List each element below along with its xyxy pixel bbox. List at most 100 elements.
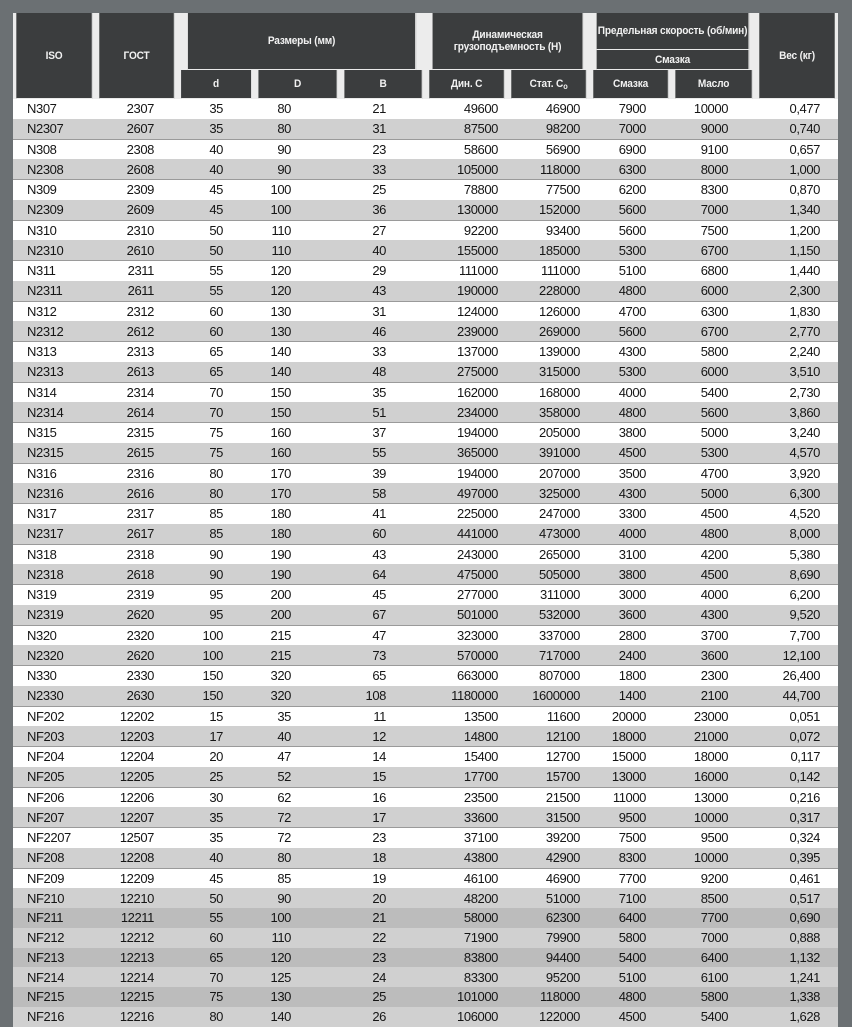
cell-gost: 12202 [96, 705, 178, 727]
cell-oil-speed: 4500 [672, 503, 757, 524]
cell-gost: 2312 [96, 300, 178, 322]
cell-weight: 1,340 [756, 199, 839, 220]
cell-gost: 2614 [96, 402, 178, 422]
cell-dynamic-load: 111000 [426, 260, 509, 281]
cell-weight: 0,117 [756, 746, 839, 767]
cell-gost: 12209 [96, 867, 178, 889]
cell-weight: 3,240 [756, 422, 839, 443]
table-row: NF216 12216 80 140 26 106000 122000 4500 5400 1,6… [13, 1006, 839, 1027]
cell-width: 33 [341, 159, 427, 179]
cell-grease-speed: 7700 [590, 867, 673, 889]
cell-outer-d: 90 [255, 159, 341, 179]
cell-grease-speed: 3500 [590, 462, 673, 484]
cell-weight: 8,000 [756, 523, 839, 544]
table-row: NF205 12205 25 52 15 17700 15700 13000 16000 0,14… [13, 766, 839, 787]
cell-iso: N308 [13, 138, 96, 160]
cell-dynamic-load: 497000 [426, 483, 509, 503]
cell-static-load: 56900 [508, 138, 591, 160]
cell-dynamic-load: 48200 [426, 888, 509, 908]
cell-weight: 26,400 [756, 665, 839, 686]
cell-static-load: 1600000 [508, 685, 591, 706]
table-row: N2318 2618 90 190 64 475000 505000 3800 4500 8,69… [13, 564, 839, 584]
cell-width: 39 [341, 462, 427, 484]
cell-grease-speed: 3000 [590, 584, 673, 605]
cell-d: 17 [178, 726, 255, 746]
cell-width: 20 [341, 888, 427, 908]
cell-static-load: 95200 [508, 967, 591, 987]
cell-dynamic-load: 46100 [426, 867, 509, 889]
cell-oil-speed: 8300 [672, 179, 757, 200]
cell-static-load: 311000 [508, 584, 591, 605]
cell-iso: NF208 [13, 847, 96, 868]
cell-oil-speed: 6000 [672, 280, 757, 301]
cell-dynamic-load: 37100 [426, 827, 509, 848]
cell-iso: NF2207 [13, 827, 96, 848]
cell-outer-d: 150 [255, 402, 341, 422]
header-static-label: Стат. C [529, 77, 564, 90]
cell-dynamic-load: 243000 [426, 543, 509, 565]
cell-outer-d: 200 [255, 604, 341, 625]
cell-static-load: 42900 [508, 847, 591, 868]
cell-outer-d: 110 [255, 240, 341, 260]
cell-oil-speed: 4700 [672, 462, 757, 484]
cell-outer-d: 125 [255, 967, 341, 987]
cell-static-load: 46900 [508, 867, 591, 889]
cell-oil-speed: 5300 [672, 442, 757, 463]
table-row: N309 2309 45 100 25 78800 77500 6200 8300 0,870 [13, 179, 839, 200]
cell-d: 90 [178, 543, 255, 565]
cell-iso: NF213 [13, 947, 96, 968]
cell-d: 70 [178, 967, 255, 987]
cell-d: 30 [178, 786, 255, 808]
cell-weight: 44,700 [756, 685, 839, 706]
cell-d: 150 [178, 685, 255, 706]
cell-dynamic-load: 130000 [426, 199, 509, 220]
cell-grease-speed: 4500 [590, 1006, 673, 1027]
cell-dynamic-load: 239000 [426, 321, 509, 341]
cell-width: 73 [341, 645, 427, 665]
cell-grease-speed: 20000 [590, 705, 673, 727]
cell-gost: 12208 [96, 847, 178, 868]
table-row: N2311 2611 55 120 43 190000 228000 4800 6000 2,30… [13, 280, 839, 301]
cell-d: 35 [178, 807, 255, 827]
table-row: N330 2330 150 320 65 663000 807000 1800 2300 26,4… [13, 665, 839, 686]
header-D: D [258, 70, 338, 99]
table-row: NF203 12203 17 40 12 14800 12100 18000 21000 0,07… [13, 726, 839, 746]
cell-grease-speed: 1800 [590, 665, 673, 686]
header-load-capacity: Динамическая грузоподъемность (Н) [432, 13, 584, 70]
cell-dynamic-load: 225000 [426, 503, 509, 524]
cell-static-load: 15700 [508, 766, 591, 787]
cell-dynamic-load: 15400 [426, 746, 509, 767]
cell-grease-speed: 9500 [590, 807, 673, 827]
cell-static-load: 51000 [508, 888, 591, 908]
table-row: N2330 2630 150 320 108 1180000 1600000 1400 2100… [13, 685, 839, 706]
cell-gost: 2317 [96, 503, 178, 524]
cell-static-load: 505000 [508, 564, 591, 584]
cell-oil-speed: 5400 [672, 381, 757, 403]
cell-dynamic-load: 92200 [426, 219, 509, 241]
cell-gost: 12212 [96, 927, 178, 948]
cell-weight: 1,628 [756, 1006, 839, 1027]
cell-outer-d: 90 [255, 888, 341, 908]
cell-weight: 2,730 [756, 381, 839, 403]
cell-gost: 12507 [96, 827, 178, 848]
cell-outer-d: 80 [255, 99, 341, 119]
cell-width: 64 [341, 564, 427, 584]
cell-dynamic-load: 13500 [426, 705, 509, 727]
cell-weight: 0,870 [756, 179, 839, 200]
cell-gost: 2316 [96, 462, 178, 484]
header-static-subscript: о [563, 81, 568, 91]
cell-d: 40 [178, 159, 255, 179]
cell-weight: 2,770 [756, 321, 839, 341]
cell-iso: NF214 [13, 967, 96, 987]
cell-static-load: 31500 [508, 807, 591, 827]
cell-iso: N2309 [13, 199, 96, 220]
cell-dynamic-load: 275000 [426, 361, 509, 382]
cell-static-load: 185000 [508, 240, 591, 260]
cell-iso: NF209 [13, 867, 96, 889]
cell-oil-speed: 5800 [672, 987, 757, 1007]
cell-weight: 0,395 [756, 847, 839, 868]
cell-iso: N2330 [13, 685, 96, 706]
header-dynamic: Дин. C [429, 70, 505, 99]
cell-iso: NF207 [13, 807, 96, 827]
cell-d: 75 [178, 442, 255, 463]
